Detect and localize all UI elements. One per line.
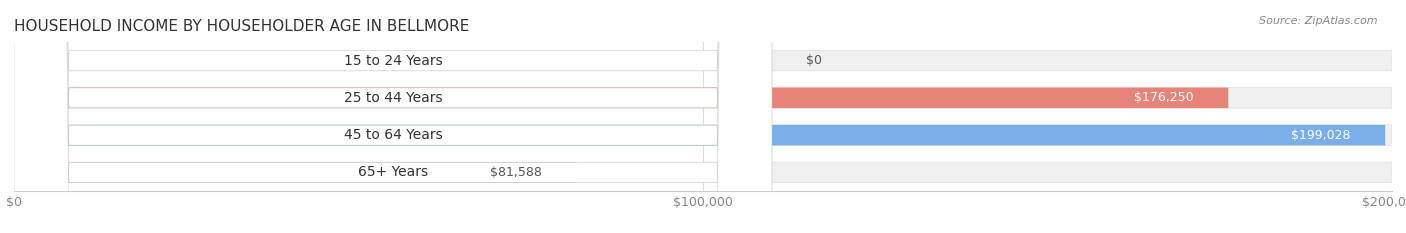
FancyBboxPatch shape — [14, 162, 576, 183]
Text: $199,028: $199,028 — [1291, 129, 1351, 142]
Text: $0: $0 — [807, 54, 823, 67]
FancyBboxPatch shape — [14, 162, 1392, 183]
FancyBboxPatch shape — [14, 125, 1385, 145]
Text: 15 to 24 Years: 15 to 24 Years — [343, 54, 443, 68]
FancyBboxPatch shape — [14, 0, 772, 233]
Text: 45 to 64 Years: 45 to 64 Years — [343, 128, 443, 142]
Text: 25 to 44 Years: 25 to 44 Years — [343, 91, 443, 105]
Text: Source: ZipAtlas.com: Source: ZipAtlas.com — [1260, 16, 1378, 26]
Text: $176,250: $176,250 — [1135, 91, 1194, 104]
FancyBboxPatch shape — [14, 0, 772, 233]
FancyBboxPatch shape — [14, 88, 1229, 108]
Text: HOUSEHOLD INCOME BY HOUSEHOLDER AGE IN BELLMORE: HOUSEHOLD INCOME BY HOUSEHOLDER AGE IN B… — [14, 19, 470, 34]
FancyBboxPatch shape — [14, 125, 1392, 145]
FancyBboxPatch shape — [14, 0, 772, 233]
FancyBboxPatch shape — [14, 88, 1392, 108]
FancyBboxPatch shape — [14, 50, 1392, 71]
Text: $81,588: $81,588 — [489, 166, 541, 179]
FancyBboxPatch shape — [14, 0, 772, 233]
Text: 65+ Years: 65+ Years — [359, 165, 427, 179]
